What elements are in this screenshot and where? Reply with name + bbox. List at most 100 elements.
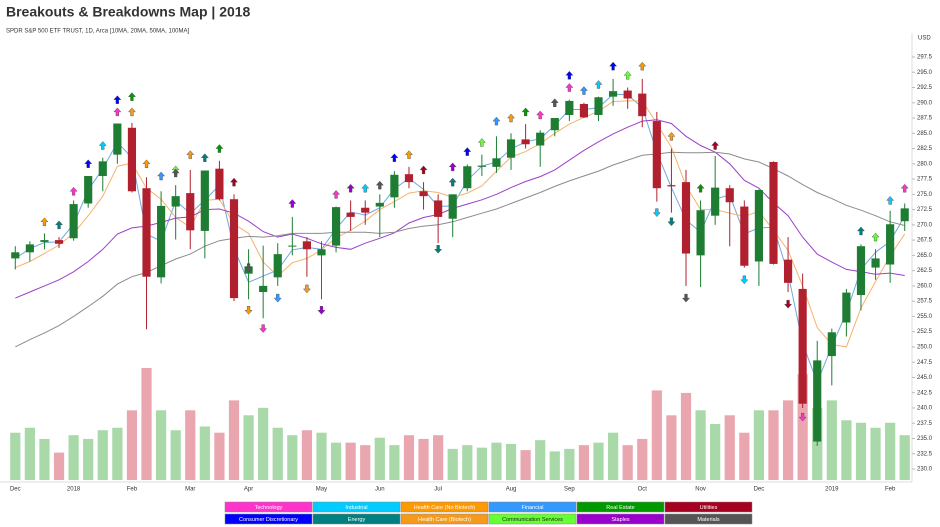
volume-bar: [447, 448, 458, 480]
x-tick-label: 2019: [825, 487, 839, 493]
signal-arrow: [55, 220, 63, 230]
x-tick-label: May: [316, 487, 327, 493]
volume-bar: [462, 445, 473, 480]
candle-body: [652, 121, 661, 189]
candle-body: [886, 224, 895, 265]
volume-bar: [10, 432, 21, 480]
volume-bar: [549, 451, 560, 480]
y-tick-label: 255.0: [917, 314, 933, 320]
volume-bar: [374, 437, 385, 480]
signal-arrow: [361, 183, 370, 193]
signal-arrow: [215, 144, 224, 153]
candle-body: [667, 185, 676, 187]
volume-bar: [826, 400, 837, 480]
signal-arrow: [157, 171, 166, 181]
signal-arrow: [98, 141, 107, 150]
signal-arrow: [594, 80, 603, 89]
volume-bar: [126, 410, 138, 480]
candle-body: [288, 245, 297, 247]
x-tick-label: Dec: [10, 487, 21, 493]
candle-body: [711, 187, 720, 216]
candle-body: [142, 188, 151, 277]
y-tick-label: 282.5: [917, 146, 933, 152]
legend-swatch: [224, 513, 313, 525]
candle-body: [623, 90, 632, 99]
signal-arrow: [84, 159, 93, 168]
signal-arrow: [798, 412, 807, 422]
legend-swatch: [400, 501, 489, 513]
candle-body: [492, 158, 501, 167]
volume-bar: [97, 430, 108, 480]
signal-arrow: [332, 190, 341, 199]
signal-arrow: [142, 159, 151, 168]
signal-arrow: [740, 275, 749, 285]
volume-bar: [258, 407, 269, 480]
y-tick-label: 230.0: [917, 467, 933, 473]
signal-arrow: [536, 110, 545, 120]
volume-bar: [403, 435, 415, 480]
signal-arrow: [565, 70, 574, 80]
x-tick-label: Aug: [506, 487, 517, 493]
signal-arrow: [288, 199, 297, 208]
candle-body: [346, 212, 355, 217]
volume-bar: [330, 442, 342, 480]
candle-body: [871, 258, 880, 268]
signal-arrow: [857, 226, 865, 236]
signal-arrow: [259, 324, 268, 333]
volume-bar: [214, 432, 225, 480]
candle-body: [448, 194, 457, 219]
volume-bar: [39, 438, 50, 480]
signal-arrow: [273, 293, 282, 303]
y-tick-label: 290.0: [917, 100, 933, 106]
signal-arrow: [171, 168, 180, 178]
y-tick-label: 270.0: [917, 222, 933, 228]
candle-body: [331, 207, 341, 246]
x-tick-label: 2018: [67, 487, 81, 493]
volume-bar: [287, 435, 298, 480]
candle-body: [11, 252, 20, 259]
y-tick-label: 250.0: [917, 345, 933, 351]
volume-bar: [593, 442, 604, 480]
legend-swatch: [224, 501, 313, 513]
y-tick-label: 247.5: [917, 360, 933, 366]
signal-arrow: [113, 95, 122, 104]
legend-swatch: [488, 513, 577, 525]
y-tick-label: 295.0: [917, 70, 933, 76]
candle-body: [565, 100, 574, 115]
volume-bar: [316, 432, 327, 480]
candle-body: [783, 259, 793, 283]
y-tick-label: 257.5: [917, 299, 933, 305]
volume-bar: [797, 374, 808, 480]
candle-body: [390, 174, 399, 198]
volume-bar: [68, 435, 79, 480]
candle-body: [754, 190, 763, 262]
y-tick-label: 265.0: [917, 253, 933, 259]
y-tick-label: 277.5: [917, 177, 933, 183]
signal-arrow: [492, 116, 501, 126]
legend-swatch: [312, 501, 401, 513]
candle-body: [740, 206, 749, 266]
candle-body: [259, 285, 268, 292]
candle-body: [506, 139, 516, 158]
y-tick-label: 262.5: [917, 268, 933, 274]
candle-body: [594, 97, 603, 115]
x-tick-label: Dec: [754, 487, 765, 493]
legend-label: Energy: [348, 517, 366, 523]
y-tick-label: 242.5: [917, 390, 933, 396]
volume-bar: [855, 422, 867, 480]
candle-body: [725, 188, 734, 203]
signal-arrow: [623, 70, 632, 80]
y-tick-label: 280.0: [917, 161, 933, 167]
signal-arrow: [886, 196, 895, 205]
signal-arrow: [419, 165, 428, 175]
candle-body: [215, 168, 224, 200]
signal-arrow: [390, 153, 399, 162]
volume-bar: [680, 392, 692, 480]
signal-arrow: [186, 150, 195, 159]
candle-body: [477, 165, 486, 167]
signal-arrow: [565, 83, 574, 92]
candle-body: [98, 161, 107, 177]
y-tick-label: 272.5: [917, 207, 933, 213]
